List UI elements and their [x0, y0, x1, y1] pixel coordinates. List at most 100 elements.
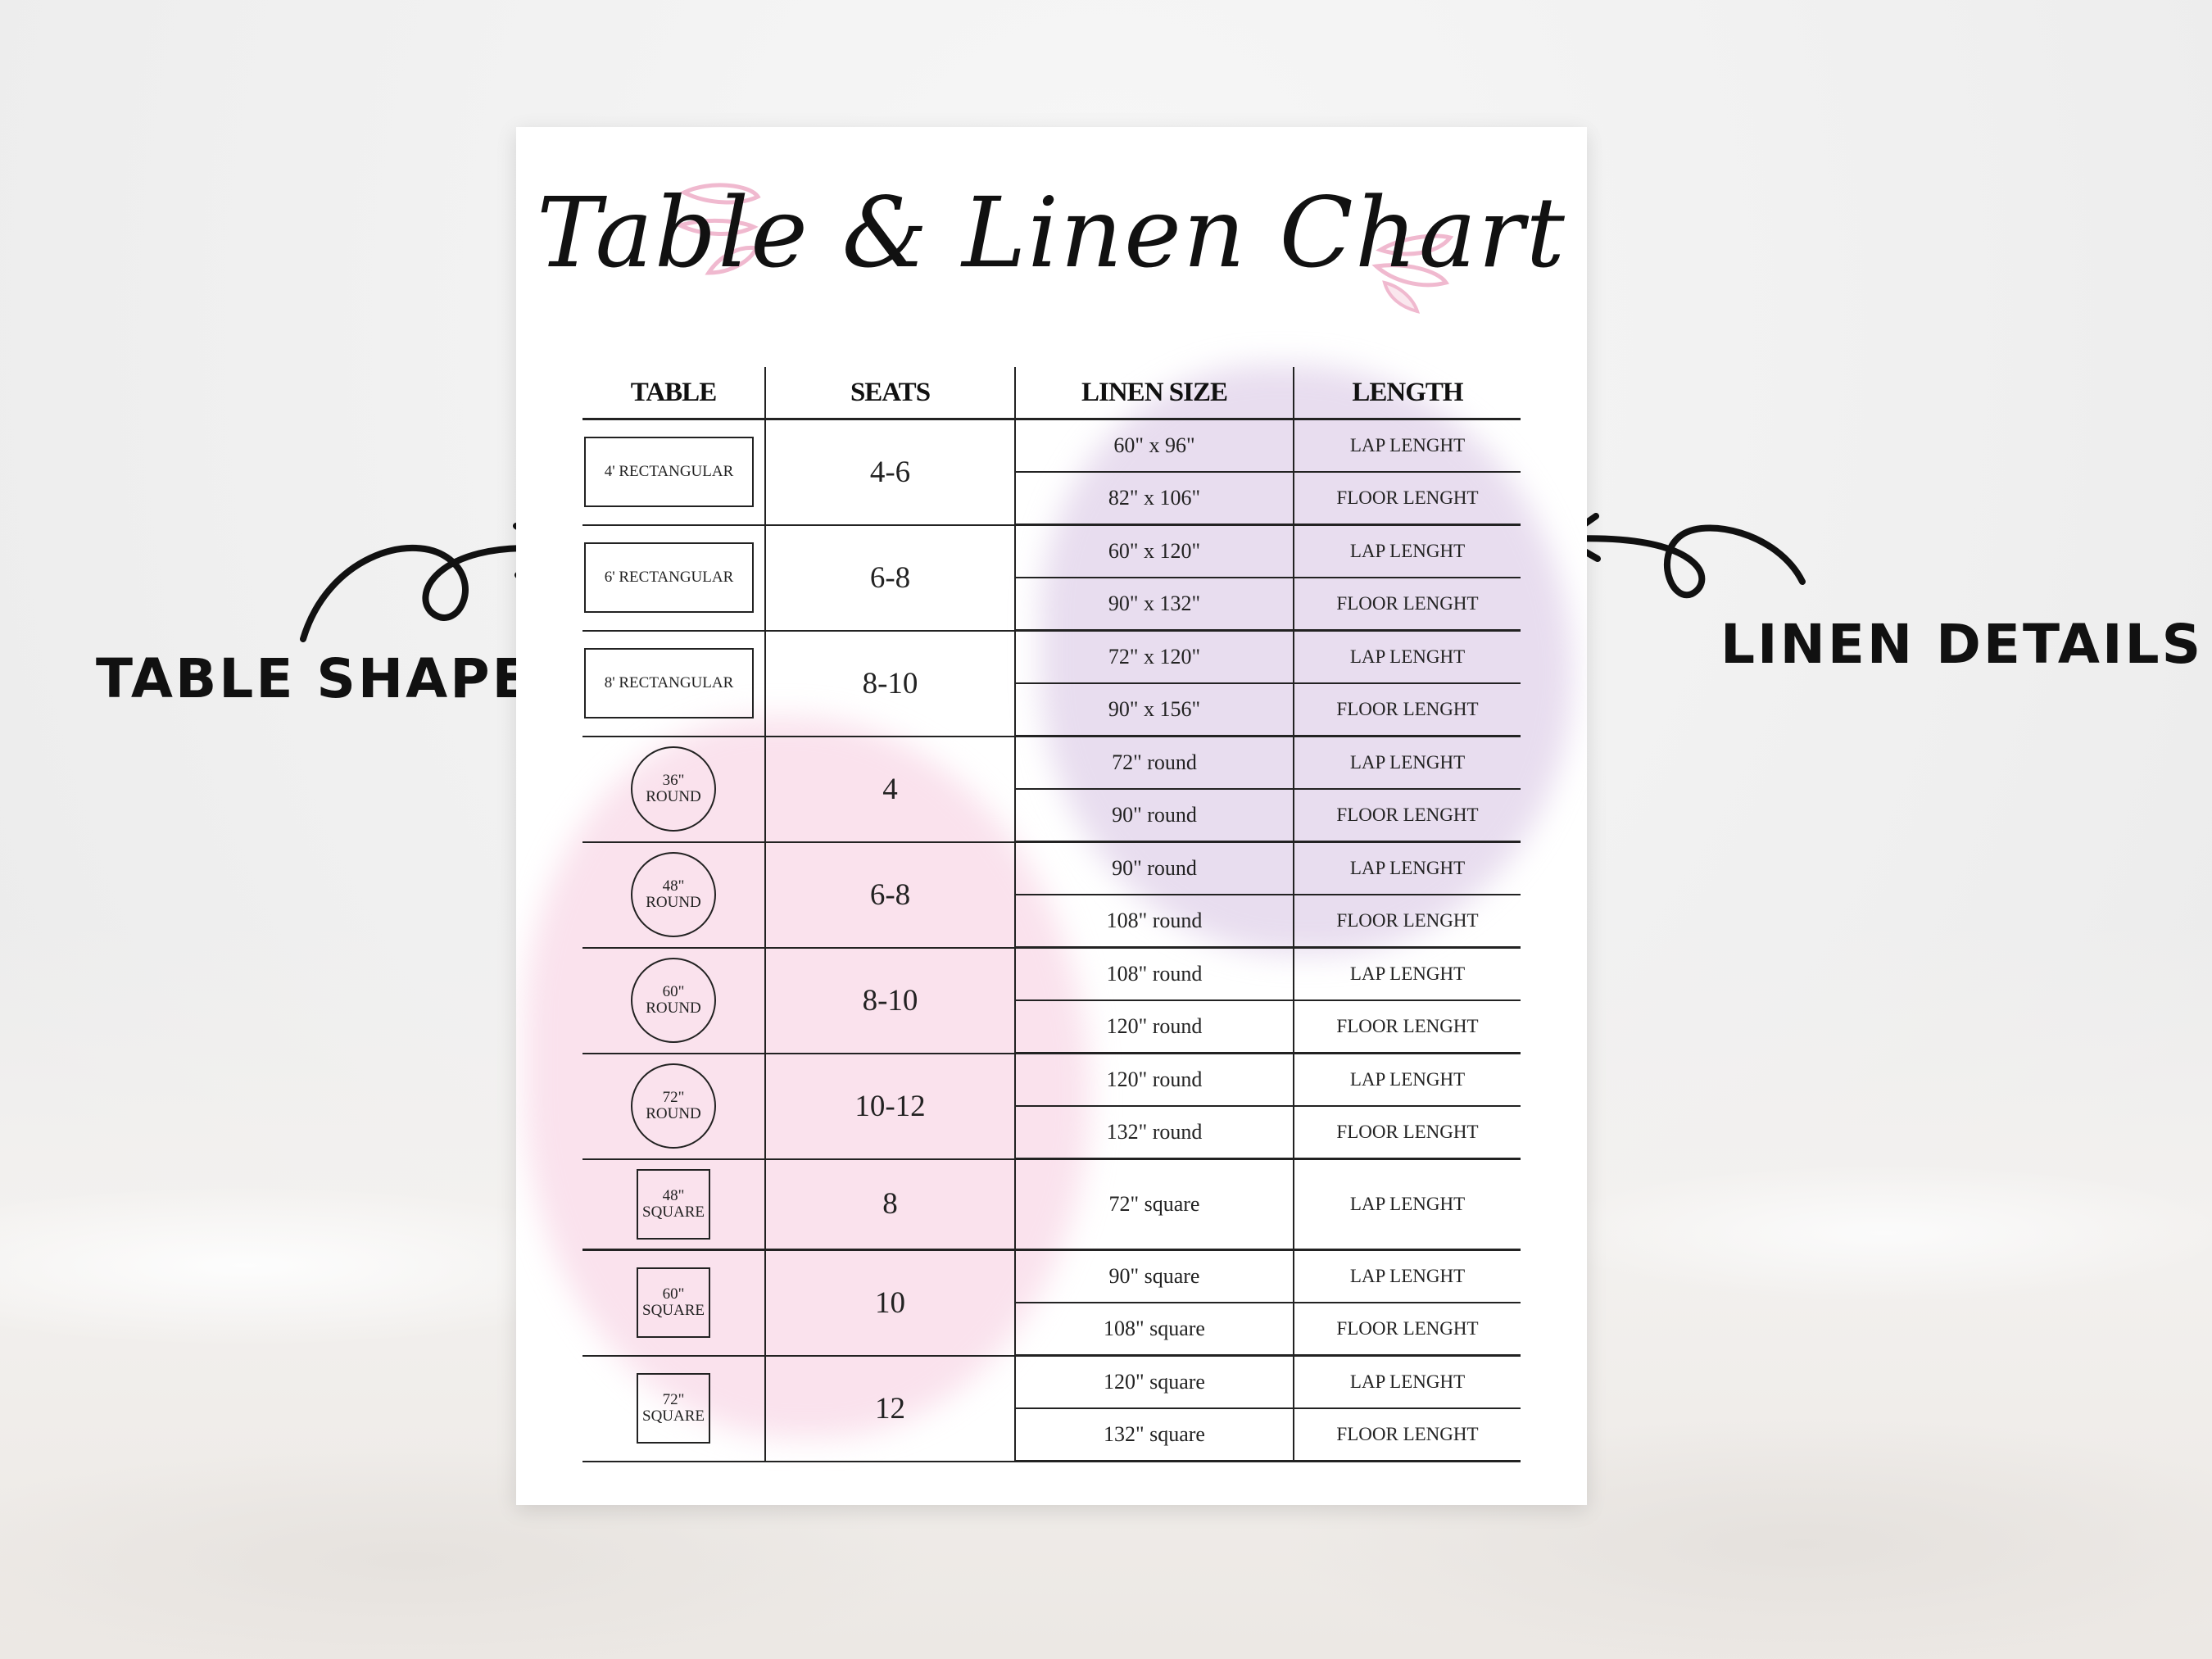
right-petals-icon: [1371, 233, 1454, 314]
table-row: 90" x 132" FLOOR LENGHT: [582, 578, 1521, 632]
linen-details-annotation: LINEN DETAILS: [1720, 613, 2204, 676]
linen-size-cell: 120" square: [1014, 1355, 1294, 1409]
length-cell: FLOOR LENGHT: [1293, 895, 1521, 949]
table-row: 60" SQUARE 10 90" square LAP LENGHT: [582, 1249, 1521, 1357]
length-cell: FLOOR LENGHT: [1293, 789, 1521, 843]
linen-size-cell: 132" square: [1014, 1408, 1294, 1462]
table-row: 90" round FLOOR LENGHT: [582, 789, 1521, 843]
linen-size-cell: 82" x 106": [1014, 472, 1294, 526]
table-shape-cell: 72" ROUND: [582, 1053, 765, 1160]
chart-sheet: Table & Linen Chart TABLE SEATS LINEN SIZE…: [516, 127, 1587, 1505]
linen-size-cell: 120" round: [1014, 1053, 1294, 1107]
chart-title: Table & Linen Chart: [537, 176, 1566, 289]
table-shape-cell: 72" SQUARE: [582, 1355, 765, 1462]
table-shape-cell: 8' RECTANGULAR: [582, 630, 765, 737]
table-row: 72" ROUND 10-12 120" round LAP LENGHT: [582, 1053, 1521, 1160]
rect-table-shape-icon: 4' RECTANGULAR: [584, 437, 754, 508]
table-shape-cell: 48" SQUARE: [582, 1158, 765, 1251]
rect-table-shape-icon: 8' RECTANGULAR: [584, 648, 754, 718]
linen-size-cell: 120" round: [1014, 1000, 1294, 1054]
table-shape-cell: 6' RECTANGULAR: [582, 524, 765, 632]
linen-size-cell: 72" square: [1014, 1158, 1294, 1251]
rect-table-shape-icon: 6' RECTANGULAR: [584, 542, 754, 613]
seats-cell: 10-12: [764, 1053, 1015, 1160]
length-cell: LAP LENGHT: [1293, 841, 1521, 895]
linen-size-cell: 72" round: [1014, 736, 1294, 790]
seats-cell: 10: [764, 1249, 1015, 1357]
header-row: TABLE SEATS LINEN SIZE LENGTH: [582, 367, 1521, 420]
linen-size-cell: 132" round: [1014, 1106, 1294, 1160]
length-cell: LAP LENGHT: [1293, 736, 1521, 790]
table-shape-cell: 60" SQUARE: [582, 1249, 765, 1357]
column-header: LINEN SIZE: [1014, 367, 1294, 420]
seats-cell: 8-10: [764, 947, 1015, 1054]
circle-table-shape-icon: 60" ROUND: [631, 958, 716, 1043]
seats-cell: 8: [764, 1158, 1015, 1251]
seats-cell: 6-8: [764, 841, 1015, 949]
linen-size-cell: 108" round: [1014, 947, 1294, 1001]
table-row: 60" ROUND 8-10 108" round LAP LENGHT: [582, 947, 1521, 1054]
seats-cell: 12: [764, 1355, 1015, 1462]
table-row: 90" x 156" FLOOR LENGHT: [582, 683, 1521, 737]
length-cell: FLOOR LENGHT: [1293, 472, 1521, 526]
table-row: 120" round FLOOR LENGHT: [582, 1000, 1521, 1054]
table-shape-cell: 36" ROUND: [582, 736, 765, 843]
table-row: 108" square FLOOR LENGHT: [582, 1303, 1521, 1357]
circle-table-shape-icon: 36" ROUND: [631, 746, 716, 832]
length-cell: LAP LENGHT: [1293, 1249, 1521, 1303]
linen-size-cell: 108" square: [1014, 1303, 1294, 1357]
length-cell: LAP LENGHT: [1293, 419, 1521, 473]
table-row: 82" x 106" FLOOR LENGHT: [582, 472, 1521, 526]
length-cell: LAP LENGHT: [1293, 1355, 1521, 1409]
length-cell: LAP LENGHT: [1293, 524, 1521, 578]
linen-size-cell: 90" round: [1014, 841, 1294, 895]
square-table-shape-icon: 72" SQUARE: [637, 1373, 710, 1444]
table-row: 4' RECTANGULAR 4-6 60" x 96" LAP LENGHT: [582, 419, 1521, 526]
linen-size-cell: 60" x 120": [1014, 524, 1294, 578]
table-row: 36" ROUND 4 72" round LAP LENGHT: [582, 736, 1521, 843]
column-header: SEATS: [764, 367, 1015, 420]
square-table-shape-icon: 48" SQUARE: [637, 1168, 710, 1240]
circle-table-shape-icon: 48" ROUND: [631, 852, 716, 937]
length-cell: LAP LENGHT: [1293, 1053, 1521, 1107]
table-shape-cell: 60" ROUND: [582, 947, 765, 1054]
table-row: 8' RECTANGULAR 8-10 72" x 120" LAP LENGHT: [582, 630, 1521, 737]
table-row: 72" SQUARE 12 120" square LAP LENGHT: [582, 1355, 1521, 1462]
linen-size-cell: 90" x 132": [1014, 578, 1294, 632]
length-cell: FLOOR LENGHT: [1293, 683, 1521, 737]
length-cell: FLOOR LENGHT: [1293, 578, 1521, 632]
length-cell: LAP LENGHT: [1293, 630, 1521, 684]
length-cell: LAP LENGHT: [1293, 947, 1521, 1001]
linen-size-cell: 108" round: [1014, 895, 1294, 949]
linen-size-cell: 72" x 120": [1014, 630, 1294, 684]
left-petals-icon: [676, 183, 761, 275]
right-arrow-icon: [1560, 513, 1806, 599]
linen-table: TABLE SEATS LINEN SIZE LENGTH 4' RECTANGULA…: [582, 367, 1521, 1462]
table-shape-cell: 48" ROUND: [582, 841, 765, 949]
seats-cell: 4: [764, 736, 1015, 843]
seats-cell: 6-8: [764, 524, 1015, 632]
table-row: 108" round FLOOR LENGHT: [582, 895, 1521, 949]
linen-size-cell: 90" x 156": [1014, 683, 1294, 737]
table-row: 132" square FLOOR LENGHT: [582, 1408, 1521, 1462]
table-row: 132" round FLOOR LENGHT: [582, 1106, 1521, 1160]
table-row: 48" ROUND 6-8 90" round LAP LENGHT: [582, 841, 1521, 949]
table-row: 48" SQUARE 8 72" square LAP LENGHT: [582, 1158, 1521, 1251]
length-cell: FLOOR LENGHT: [1293, 1106, 1521, 1160]
length-cell: FLOOR LENGHT: [1293, 1408, 1521, 1462]
linen-size-cell: 60" x 96": [1014, 419, 1294, 473]
linen-size-cell: 90" square: [1014, 1249, 1294, 1303]
column-header: TABLE: [582, 367, 765, 420]
linen-size-cell: 90" round: [1014, 789, 1294, 843]
length-cell: FLOOR LENGHT: [1293, 1000, 1521, 1054]
column-header: LENGTH: [1293, 367, 1521, 420]
table-shape-cell: 4' RECTANGULAR: [582, 419, 765, 526]
seats-cell: 8-10: [764, 630, 1015, 737]
length-cell: FLOOR LENGHT: [1293, 1303, 1521, 1357]
table-row: 6' RECTANGULAR 6-8 60" x 120" LAP LENGHT: [582, 524, 1521, 632]
seats-cell: 4-6: [764, 419, 1015, 526]
circle-table-shape-icon: 72" ROUND: [631, 1063, 716, 1149]
square-table-shape-icon: 60" SQUARE: [637, 1267, 710, 1339]
table-shape-annotation: TABLE SHAPE: [96, 647, 532, 710]
length-cell: LAP LENGHT: [1293, 1158, 1521, 1251]
